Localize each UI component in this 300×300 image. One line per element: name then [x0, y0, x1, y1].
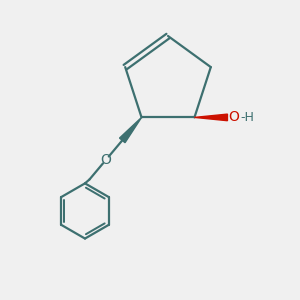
Polygon shape	[119, 117, 142, 143]
Text: -H: -H	[241, 111, 254, 124]
Polygon shape	[194, 114, 227, 121]
Text: O: O	[100, 153, 111, 167]
Text: O: O	[229, 110, 239, 124]
